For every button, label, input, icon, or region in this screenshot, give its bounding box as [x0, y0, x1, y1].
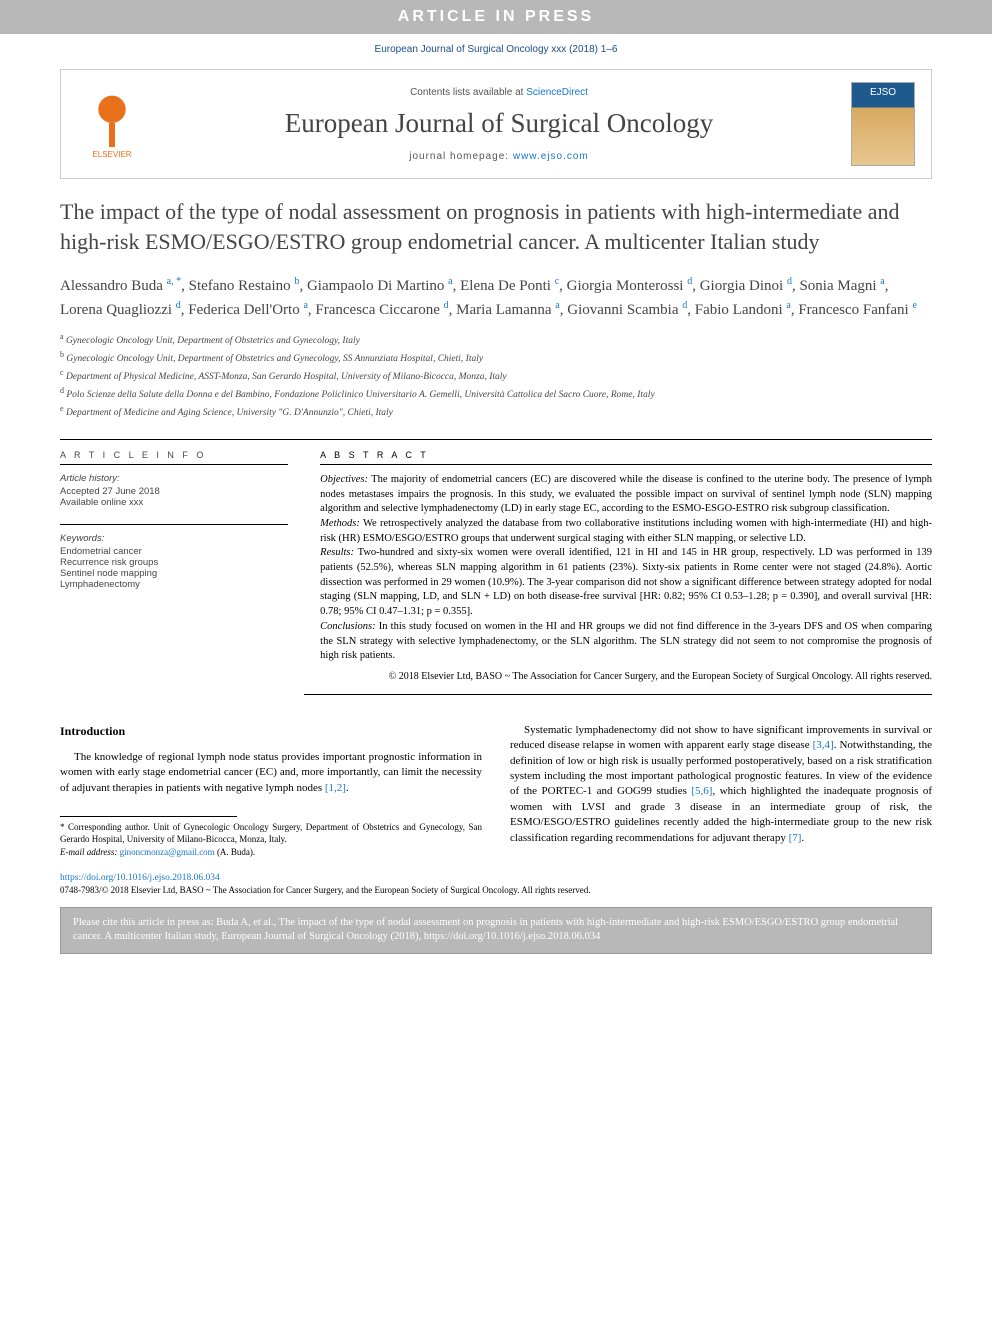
- history-label: Article history:: [60, 473, 288, 484]
- homepage-line: journal homepage: www.ejso.com: [147, 151, 851, 162]
- footnotes: * Corresponding author. Unit of Gynecolo…: [60, 821, 482, 859]
- keyword-item: Endometrial cancer: [60, 546, 288, 557]
- body-text: Introduction The knowledge of regional l…: [60, 723, 932, 859]
- abstract-segment-label: Objectives:: [320, 474, 368, 485]
- email-suffix: (A. Buda).: [215, 847, 256, 857]
- contents-line: Contents lists available at ScienceDirec…: [147, 87, 851, 98]
- keyword-item: Sentinel node mapping: [60, 568, 288, 579]
- intro-paragraph-2: Systematic lymphadenectomy did not show …: [510, 723, 932, 846]
- email-link[interactable]: ginoncmonza@gmail.com: [120, 847, 215, 857]
- abstract-segment-label: Conclusions:: [320, 621, 375, 632]
- journal-cover-thumb[interactable]: [851, 82, 915, 166]
- bottom-copyright: 0748-7983/© 2018 Elsevier Ltd, BASO ~ Th…: [60, 885, 932, 895]
- abstract-segment-text: Two-hundred and sixty-six women were ove…: [320, 547, 932, 617]
- keyword-item: Recurrence risk groups: [60, 557, 288, 568]
- elsevier-tree-icon: [88, 89, 136, 147]
- keyword-item: Lymphadenectomy: [60, 579, 288, 590]
- footnote-separator: [60, 816, 237, 817]
- article-info-column: A R T I C L E I N F O Article history: A…: [60, 440, 304, 695]
- ref-link[interactable]: [3,4]: [813, 739, 834, 751]
- author-list: Alessandro Buda a, *, Stefano Restaino b…: [60, 274, 932, 321]
- ref-link[interactable]: [7]: [789, 832, 802, 844]
- homepage-prefix: journal homepage:: [409, 151, 513, 162]
- abstract-column: A B S T R A C T Objectives: The majority…: [304, 440, 932, 695]
- body-column-right: Systematic lymphadenectomy did not show …: [510, 723, 932, 859]
- in-press-banner: ARTICLE IN PRESS: [0, 0, 992, 34]
- cite-in-press-box: Please cite this article in press as: Bu…: [60, 907, 932, 954]
- publisher-name: ELSEVIER: [92, 150, 131, 159]
- email-label: E-mail address:: [60, 847, 120, 857]
- abstract-segment-label: Methods:: [320, 518, 360, 529]
- journal-name: European Journal of Surgical Oncology: [147, 108, 851, 139]
- contents-prefix: Contents lists available at: [410, 87, 526, 98]
- affiliation-item: d Polo Scienze della Salute della Donna …: [60, 385, 932, 403]
- affiliation-item: e Department of Medicine and Aging Scien…: [60, 403, 932, 421]
- affiliation-item: b Gynecologic Oncology Unit, Department …: [60, 349, 932, 367]
- doi-link[interactable]: https://doi.org/10.1016/j.ejso.2018.06.0…: [60, 873, 932, 883]
- abstract-segment-text: In this study focused on women in the HI…: [320, 621, 932, 661]
- ref-link[interactable]: [5,6]: [691, 785, 712, 797]
- homepage-link[interactable]: www.ejso.com: [513, 151, 589, 162]
- article-info-label: A R T I C L E I N F O: [60, 450, 288, 465]
- journal-header-box: ELSEVIER Contents lists available at Sci…: [60, 69, 932, 179]
- ref-link[interactable]: [1,2]: [325, 782, 346, 794]
- affiliation-list: a Gynecologic Oncology Unit, Department …: [60, 331, 932, 421]
- abstract-segment-text: The majority of endometrial cancers (EC)…: [320, 474, 932, 514]
- corresponding-author: * Corresponding author. Unit of Gynecolo…: [60, 821, 482, 846]
- elsevier-logo[interactable]: ELSEVIER: [77, 89, 147, 159]
- abstract-copyright: © 2018 Elsevier Ltd, BASO ~ The Associat…: [320, 670, 932, 684]
- sciencedirect-link[interactable]: ScienceDirect: [526, 87, 588, 98]
- journal-center: Contents lists available at ScienceDirec…: [147, 87, 851, 162]
- body-column-left: Introduction The knowledge of regional l…: [60, 723, 482, 859]
- affiliation-item: c Department of Physical Medicine, ASST-…: [60, 367, 932, 385]
- abstract-segment-label: Results:: [320, 547, 354, 558]
- online-date: Available online xxx: [60, 497, 288, 508]
- abstract-body: Objectives: The majority of endometrial …: [320, 473, 932, 664]
- affiliation-item: a Gynecologic Oncology Unit, Department …: [60, 331, 932, 349]
- introduction-heading: Introduction: [60, 723, 482, 740]
- keywords-label: Keywords:: [60, 533, 288, 544]
- article-title: The impact of the type of nodal assessme…: [60, 197, 932, 256]
- abstract-label: A B S T R A C T: [320, 450, 932, 465]
- citation-header: European Journal of Surgical Oncology xx…: [0, 34, 992, 61]
- abstract-segment-text: We retrospectively analyzed the database…: [320, 518, 932, 544]
- accepted-date: Accepted 27 June 2018: [60, 486, 288, 497]
- intro-paragraph-1: The knowledge of regional lymph node sta…: [60, 750, 482, 796]
